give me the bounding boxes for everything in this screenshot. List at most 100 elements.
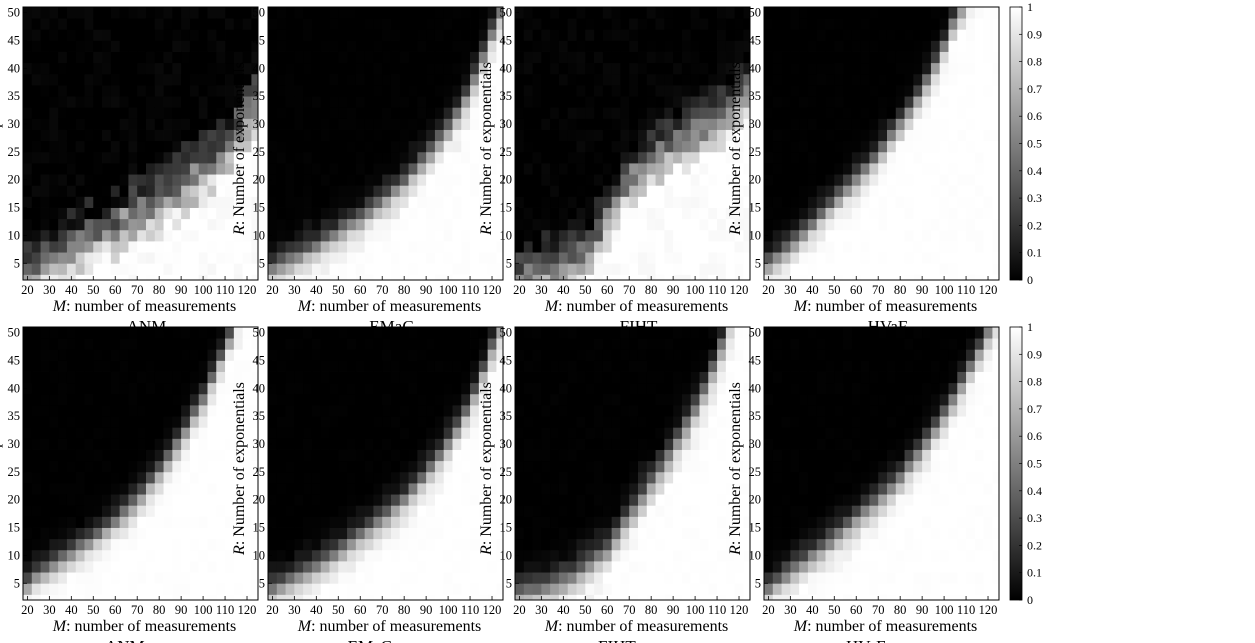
heatmap-cells xyxy=(23,7,259,281)
heatmap-cell xyxy=(49,51,59,64)
heatmap-cell xyxy=(637,561,648,573)
heatmap-cell xyxy=(930,140,941,153)
heatmap-cell xyxy=(930,163,941,175)
heatmap-cell xyxy=(664,427,674,439)
heatmap-cell xyxy=(128,40,138,52)
heatmap-cell xyxy=(637,96,648,108)
heatmap-cell xyxy=(347,274,357,281)
heatmap-cell xyxy=(276,107,286,119)
heatmap-cell xyxy=(119,18,129,30)
heatmap-cell xyxy=(478,40,489,52)
heatmap-cell xyxy=(145,218,156,231)
heatmap-cell xyxy=(611,561,621,573)
heatmap-cell xyxy=(886,7,897,19)
heatmap-cell xyxy=(294,40,304,52)
heatmap-cell xyxy=(154,241,164,253)
heatmap-cell xyxy=(664,449,674,462)
heatmap-cell xyxy=(189,594,200,601)
heatmap-cell xyxy=(799,7,809,19)
heatmap-cell xyxy=(338,252,348,264)
heatmap-cell xyxy=(145,241,156,253)
heatmap-cell xyxy=(216,73,226,86)
heatmap-cell xyxy=(154,96,164,108)
heatmap-cell xyxy=(303,594,313,601)
heatmap-cell xyxy=(49,338,59,350)
heatmap-cell xyxy=(172,252,182,264)
heatmap-cell xyxy=(276,416,286,428)
heatmap-cell xyxy=(110,107,121,119)
heatmap-cell xyxy=(198,460,208,473)
heatmap-cell xyxy=(40,29,50,41)
heatmap-cell xyxy=(93,263,103,275)
heatmap-cell xyxy=(163,382,173,395)
heatmap-cell xyxy=(816,129,826,142)
heatmap-cell xyxy=(487,561,497,573)
heatmap-cell xyxy=(58,349,68,361)
heatmap-cell xyxy=(983,118,993,130)
heatmap-cell xyxy=(66,7,77,19)
heatmap-cell xyxy=(860,29,870,41)
heatmap-cell xyxy=(816,62,826,75)
heatmap-cell xyxy=(285,185,295,197)
heatmap-cell xyxy=(382,151,392,164)
heatmap-cell xyxy=(31,263,41,275)
heatmap-cell xyxy=(373,349,383,361)
heatmap-cell xyxy=(851,196,862,208)
heatmap-cell xyxy=(496,382,504,395)
heatmap-cell xyxy=(843,18,853,30)
heatmap-cell xyxy=(886,51,897,64)
heatmap-cell xyxy=(364,438,374,450)
heatmap-cell xyxy=(922,18,932,30)
heatmap-cell xyxy=(904,151,914,164)
heatmap-cell xyxy=(154,494,164,506)
heatmap-cell xyxy=(690,572,700,584)
heatmap-cell xyxy=(725,174,736,186)
heatmap-cell xyxy=(84,594,94,601)
heatmap-cell xyxy=(594,185,604,197)
heatmap-cell xyxy=(673,449,683,462)
heatmap-cell xyxy=(329,349,339,361)
heatmap-cell xyxy=(541,349,551,361)
heatmap-cell xyxy=(102,229,112,242)
heatmap-cell xyxy=(515,583,525,595)
heatmap-cell xyxy=(717,96,727,108)
heatmap-cell xyxy=(699,129,709,142)
heatmap-cell xyxy=(355,483,366,495)
heatmap-cell xyxy=(373,438,383,450)
heatmap-cell xyxy=(708,85,718,97)
heatmap-cell xyxy=(119,449,129,462)
heatmap-cell xyxy=(23,416,33,428)
heatmap-cell xyxy=(646,129,656,142)
heatmap-cell xyxy=(198,62,208,75)
heatmap-cell xyxy=(470,583,480,595)
heatmap-cell xyxy=(189,263,200,275)
heatmap-cell xyxy=(426,185,436,197)
heatmap-cell xyxy=(102,263,112,275)
heatmap-cell xyxy=(664,483,674,495)
heatmap-cell xyxy=(558,371,569,384)
heatmap-cell xyxy=(461,471,471,484)
heatmap-cell xyxy=(886,73,897,86)
heatmap-cell xyxy=(303,561,313,573)
heatmap-cell xyxy=(242,73,252,86)
heatmap-cell xyxy=(198,85,208,97)
heatmap-cell xyxy=(869,85,879,97)
heatmap-cell xyxy=(470,471,480,484)
heatmap-cell xyxy=(558,107,569,119)
y-axis-label: R: Number of exponentials xyxy=(0,382,3,556)
heatmap-cell xyxy=(673,29,683,41)
heatmap-cell xyxy=(611,7,621,19)
heatmap-cell xyxy=(311,449,322,462)
y-axis-label: R: Number of exponentials xyxy=(478,62,495,236)
heatmap-cell xyxy=(487,163,497,175)
heatmap-cell xyxy=(957,207,967,220)
heatmap-cell xyxy=(434,572,445,584)
heatmap-cell xyxy=(681,151,692,164)
heatmap-cell xyxy=(390,505,401,517)
heatmap-cell xyxy=(602,62,613,75)
heatmap-cell xyxy=(878,7,888,19)
heatmap-cell xyxy=(620,85,630,97)
heatmap-cell xyxy=(75,51,85,64)
heatmap-cell xyxy=(807,85,818,97)
heatmap-cell xyxy=(303,416,313,428)
